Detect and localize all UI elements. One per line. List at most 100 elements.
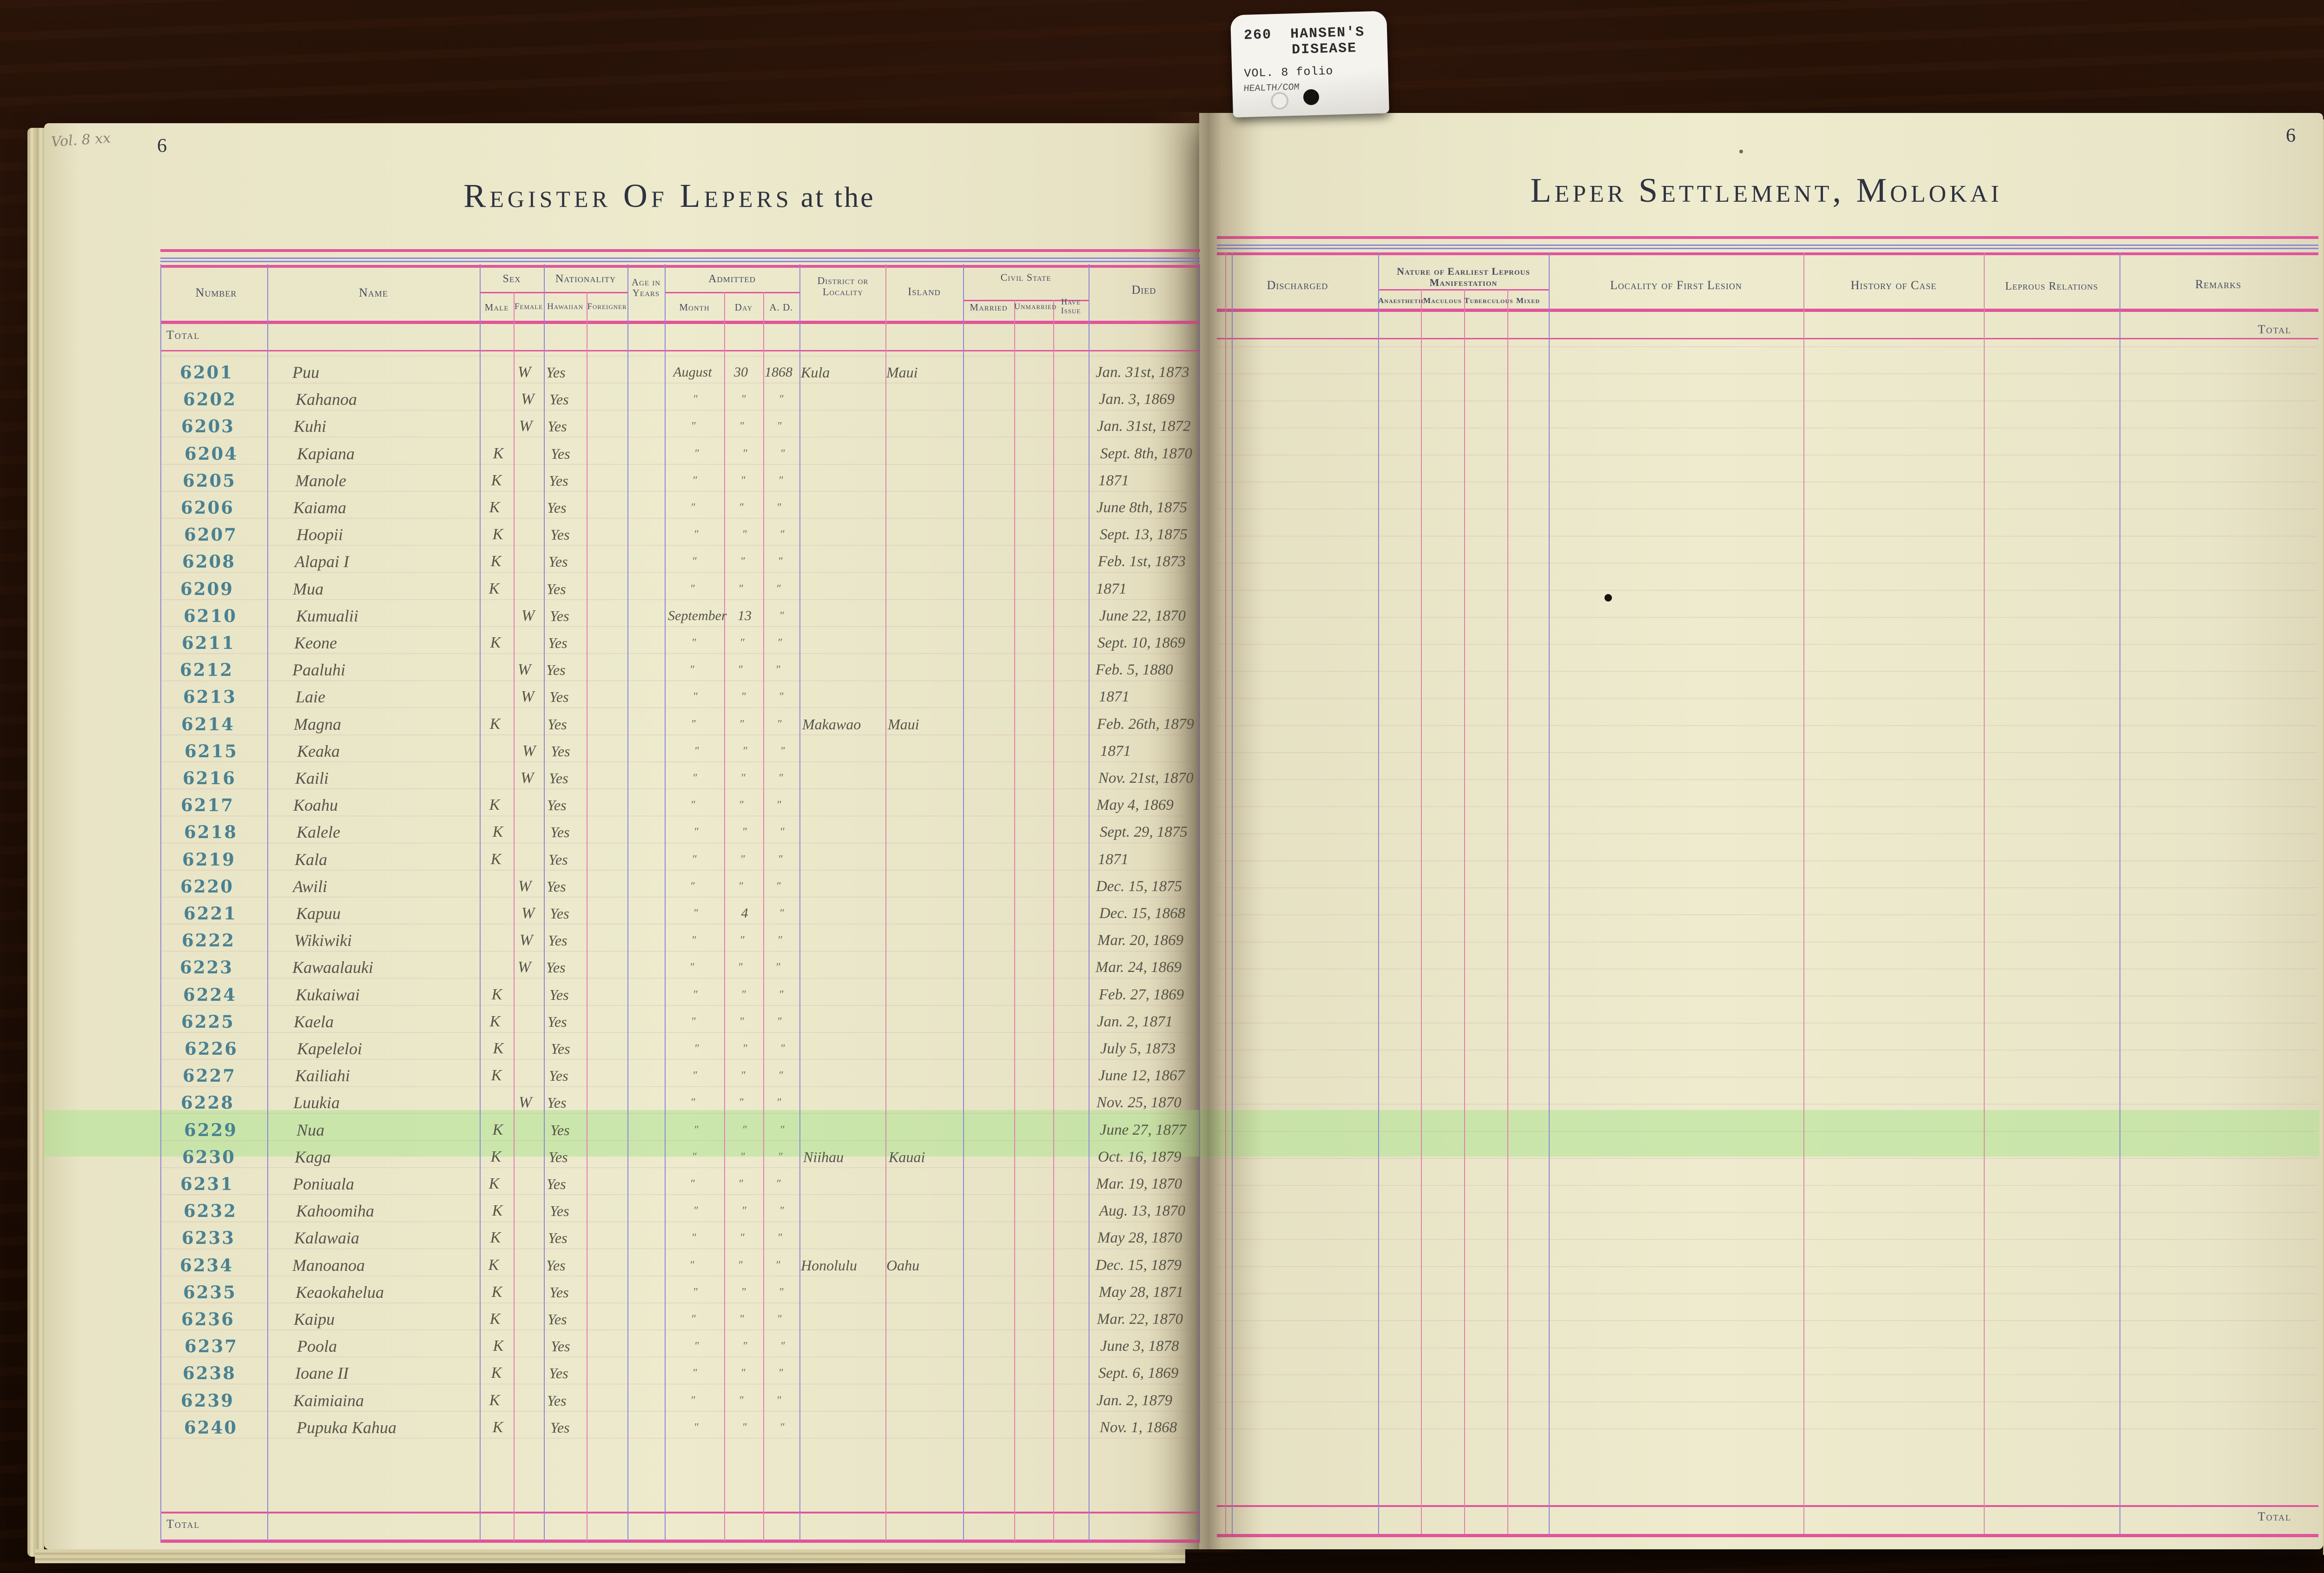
entry-hawaiian: Yes <box>548 851 568 868</box>
entry-number: 6218 <box>184 822 238 843</box>
entry-sex-mark: K <box>492 1202 503 1220</box>
entry-sex-mark: K <box>489 1310 501 1328</box>
col-married: Married <box>970 302 1008 313</box>
entry-month: ″ <box>692 637 697 649</box>
entry-name: Koahu <box>293 796 338 815</box>
entry-sex-mark: K <box>491 985 502 1003</box>
total-bottom-left: Total <box>166 1517 200 1531</box>
entry-month: September <box>668 608 727 623</box>
entry-year: ″ <box>777 502 782 514</box>
entry-hawaiian: Yes <box>551 1338 570 1355</box>
col-unmarried: Unmarried <box>1014 302 1057 311</box>
entry-number: 6240 <box>184 1417 238 1438</box>
entry-sex-mark: W <box>517 958 531 976</box>
rule <box>1803 252 1804 1534</box>
entry-number: 6214 <box>181 714 235 734</box>
entry-name: Kahoomiha <box>296 1202 375 1221</box>
entry-sex-mark: W <box>518 877 532 895</box>
entry-district: Makawao <box>802 715 861 733</box>
col-number: Number <box>195 286 237 299</box>
col-maculous: Maculous <box>1423 296 1462 305</box>
rule <box>963 264 964 1541</box>
col-civil-state: Civil State <box>1000 271 1051 283</box>
entry-died: Sept. 6, 1869 <box>1098 1365 1179 1382</box>
right-title: Leper Settlement, Molokai <box>1530 172 2002 210</box>
rule <box>160 321 1200 324</box>
entry-number: 6223 <box>180 957 233 978</box>
entry-sex-mark: K <box>492 1418 503 1436</box>
table-row: 6207 Hoopii K Yes ″ ″ ″ Sept. 13, 1875 <box>2 521 2324 548</box>
rule <box>160 265 1200 268</box>
total-top-left: Total <box>166 328 200 342</box>
entry-hawaiian: Yes <box>546 1256 566 1274</box>
entry-month: ″ <box>692 420 696 433</box>
entry-sex-mark: K <box>489 1391 500 1409</box>
entry-day: ″ <box>742 1205 747 1217</box>
table-row: 6220 Awili W Yes ″ ″ ″ Dec. 15, 1875 <box>0 873 2324 900</box>
entry-hawaiian: Yes <box>547 797 567 814</box>
entry-sex-mark: K <box>491 1283 502 1301</box>
entry-sex-mark: W <box>522 742 536 760</box>
entry-hawaiian: Yes <box>547 1176 566 1192</box>
entry-number: 6224 <box>183 984 237 1005</box>
entry-day: ″ <box>740 420 745 433</box>
entry-hawaiian: Yes <box>548 1148 568 1165</box>
col-male: Male <box>484 302 509 313</box>
entry-hawaiian: Yes <box>548 1311 567 1328</box>
entry-hawaiian: Yes <box>548 715 567 733</box>
col-discharged: Discharged <box>1267 278 1328 292</box>
entry-hawaiian: Yes <box>548 553 568 570</box>
entry-month: ″ <box>694 1124 699 1136</box>
entry-island: Oahu <box>886 1256 920 1274</box>
entry-name: Kailiahi <box>295 1066 350 1085</box>
entry-hawaiian: Yes <box>549 770 568 786</box>
entry-died: Feb. 5, 1880 <box>1096 661 1173 679</box>
entry-name: Poniuala <box>293 1175 354 1193</box>
rule <box>1053 300 1054 1541</box>
entry-number: 6213 <box>183 687 237 707</box>
col-have-issue: Have Issue <box>1061 297 1081 316</box>
table-row: 6239 Kaimiaina K Yes ″ ″ ″ Jan. 2, 1879 <box>0 1387 2324 1414</box>
table-row: 6228 Luukia W Yes ″ ″ ″ Nov. 25, 1870 <box>0 1089 2324 1116</box>
entry-name: Kapuu <box>296 904 341 923</box>
entry-year: ″ <box>781 745 786 757</box>
entry-year: ″ <box>780 1124 785 1136</box>
entry-year: ″ <box>778 1232 783 1244</box>
entry-month: ″ <box>693 1150 697 1163</box>
entry-month: ″ <box>694 826 699 839</box>
entry-year: ″ <box>779 988 784 1001</box>
table-row: 6209 Mua K Yes ″ ″ ″ 1871 <box>0 575 2324 602</box>
rule <box>160 350 1200 351</box>
right-page-number: 6 <box>2286 125 2296 146</box>
rule <box>665 292 799 293</box>
entry-day: ″ <box>743 826 747 839</box>
entry-number: 6217 <box>181 795 234 816</box>
rule <box>514 292 515 1541</box>
tab-line3: VOL. 8 folio <box>1244 64 1334 80</box>
rule <box>963 300 1089 301</box>
entry-district: Honolulu <box>801 1256 857 1274</box>
entry-sex-mark: K <box>491 471 502 489</box>
entry-died: 1871 <box>1099 688 1129 706</box>
entry-day: ″ <box>741 1150 746 1163</box>
entry-year: ″ <box>777 1097 782 1109</box>
table-row: 6219 Kala K Yes ″ ″ ″ 1871 <box>0 846 2324 873</box>
entry-name: Hoopii <box>297 525 343 544</box>
entry-day: ″ <box>743 1340 748 1353</box>
entry-day: ″ <box>743 745 748 757</box>
entry-day: ″ <box>739 664 743 676</box>
rule <box>1217 245 2318 246</box>
entry-name: Kaela <box>294 1012 334 1031</box>
entry-died: Jan. 3, 1869 <box>1099 391 1175 408</box>
entry-day: ″ <box>740 1232 745 1244</box>
entry-year: ″ <box>776 1259 781 1271</box>
entry-name: Nua <box>297 1120 325 1139</box>
entry-died: Dec. 15, 1868 <box>1099 905 1186 922</box>
table-row: 6213 Laie W Yes ″ ″ ″ 1871 <box>1 683 2324 710</box>
table-row: 6201 Puu W Yes August 30 1868 Kula Maui … <box>0 359 2324 386</box>
entry-number: 6202 <box>183 389 237 410</box>
rule <box>587 292 588 1541</box>
rule <box>480 292 627 293</box>
entry-month: ″ <box>691 582 695 595</box>
col-locality: Locality of First Lesion <box>1610 278 1742 292</box>
